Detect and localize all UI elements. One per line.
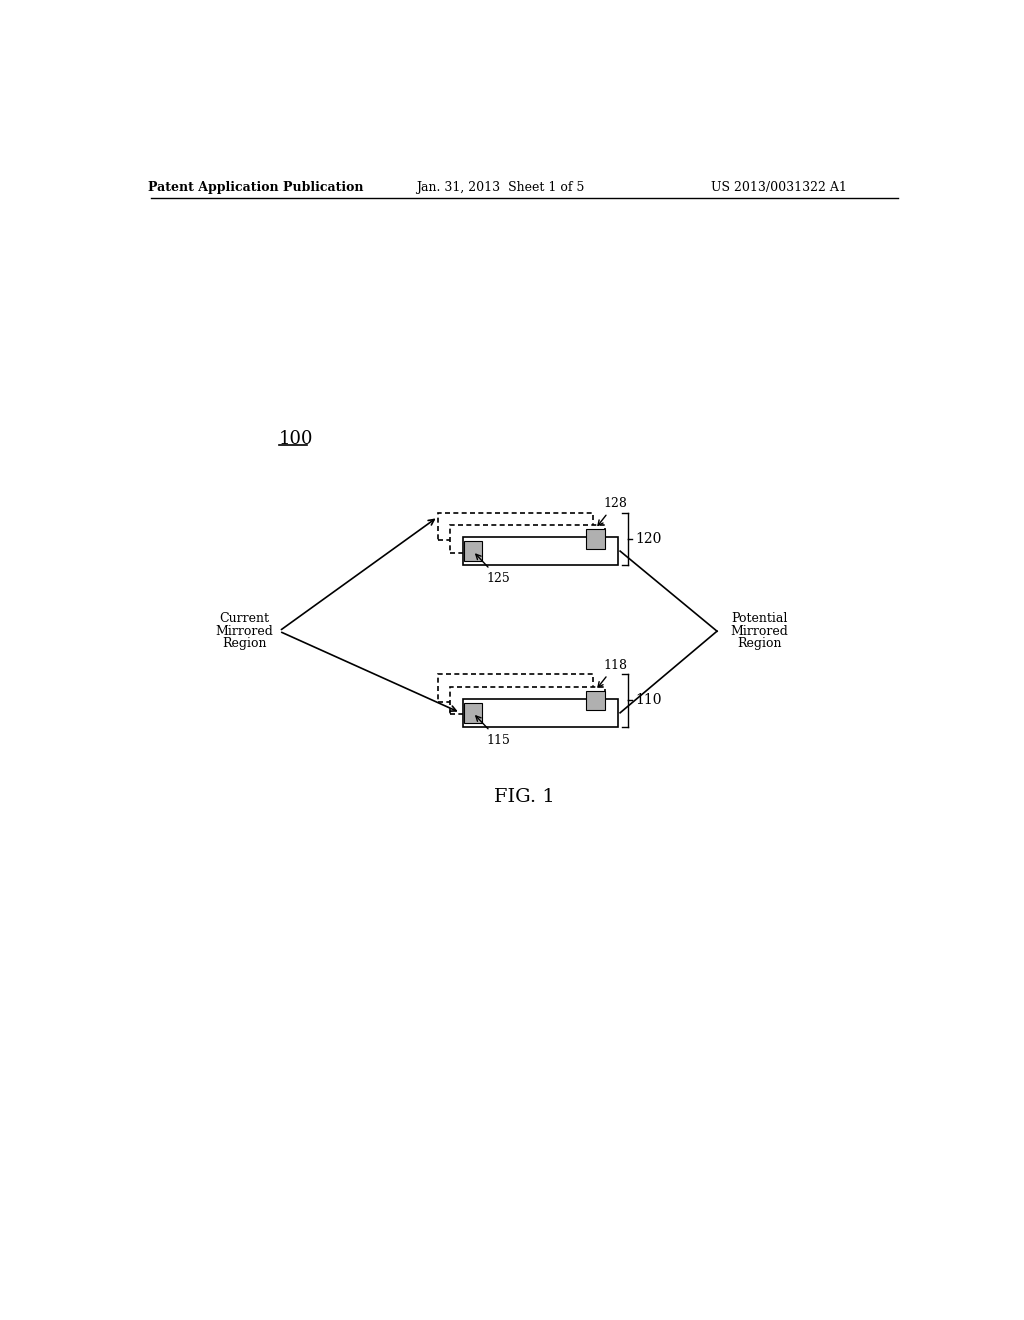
Text: Patent Application Publication: Patent Application Publication <box>148 181 364 194</box>
Text: Current: Current <box>219 612 269 626</box>
Text: 128: 128 <box>598 498 627 525</box>
Text: Potential: Potential <box>731 612 787 626</box>
Bar <box>438 675 593 702</box>
Text: US 2013/0031322 A1: US 2013/0031322 A1 <box>711 181 847 194</box>
Text: 115: 115 <box>476 715 511 747</box>
Bar <box>463 700 617 726</box>
Bar <box>438 512 593 540</box>
Text: 125: 125 <box>476 554 511 585</box>
Text: Mirrored: Mirrored <box>215 624 273 638</box>
Bar <box>451 525 605 553</box>
Text: 120: 120 <box>635 532 662 545</box>
Text: Jan. 31, 2013  Sheet 1 of 5: Jan. 31, 2013 Sheet 1 of 5 <box>416 181 584 194</box>
Text: 110: 110 <box>635 693 662 708</box>
Bar <box>464 541 482 561</box>
Bar <box>463 537 617 565</box>
Bar <box>586 529 604 549</box>
Text: Region: Region <box>737 638 782 649</box>
Text: Mirrored: Mirrored <box>731 624 788 638</box>
Text: FIG. 1: FIG. 1 <box>495 788 555 807</box>
Bar <box>451 686 605 714</box>
Text: 100: 100 <box>280 430 313 449</box>
Text: 118: 118 <box>598 659 627 688</box>
Text: Region: Region <box>222 638 266 649</box>
Bar <box>586 690 604 710</box>
Bar <box>464 702 482 723</box>
